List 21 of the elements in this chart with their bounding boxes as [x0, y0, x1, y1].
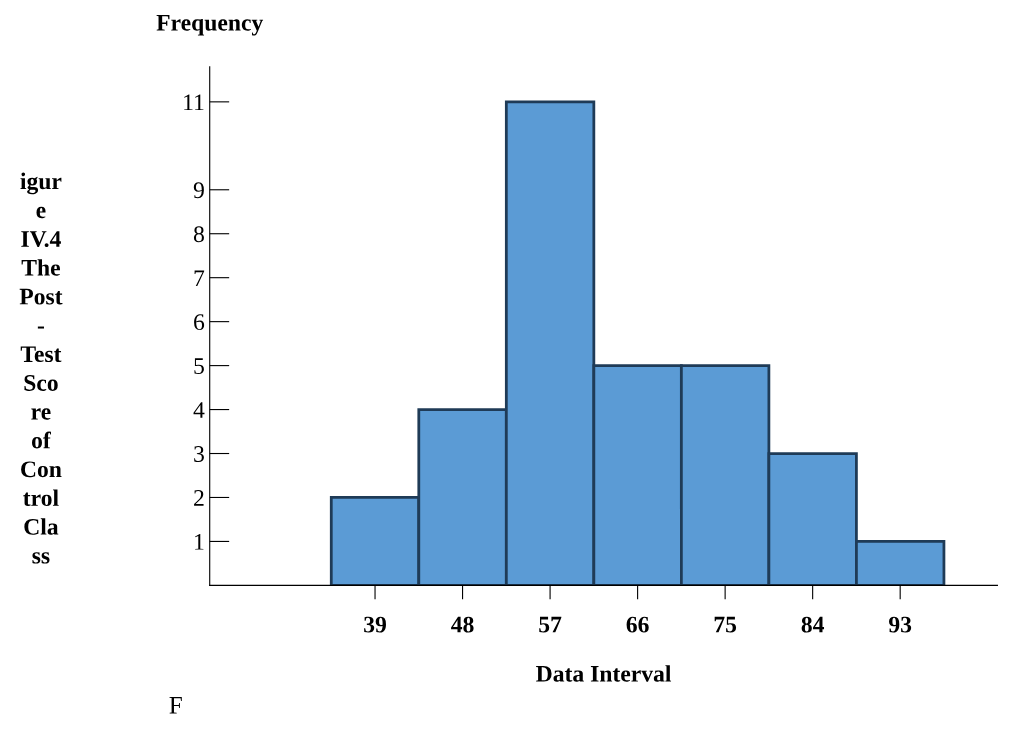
- y-axis-title: Frequency: [156, 15, 264, 36]
- y-tick-label: 11: [184, 94, 204, 111]
- x-tick-label: 75: [714, 616, 737, 633]
- x-tick-label: 93: [889, 616, 912, 633]
- y-tick-label: 4: [193, 402, 205, 418]
- x-tick-label: 57: [539, 616, 562, 633]
- y-tick-label: 3: [194, 446, 204, 462]
- text: igur e IV.4 The Post - Test Sco re of Con trol Cla ss: [19, 172, 63, 564]
- y-tick-label: 7: [194, 270, 205, 286]
- y-tick-label: 9: [193, 182, 204, 199]
- y-tick-label: 5: [194, 358, 204, 375]
- x-tick-label: 84: [801, 616, 825, 633]
- x-tick-label: 66: [626, 616, 649, 633]
- y-tick-label: 8: [193, 226, 204, 243]
- x-axis-title: Data Interval: [536, 665, 672, 682]
- y-tick-label: 6: [194, 314, 205, 331]
- y-tick-label: 2: [194, 490, 204, 506]
- x-tick-label: 39: [364, 616, 386, 633]
- y-tick-label: 1: [195, 534, 204, 550]
- text: F: [169, 697, 182, 714]
- x-tick-label: 48: [451, 616, 474, 633]
